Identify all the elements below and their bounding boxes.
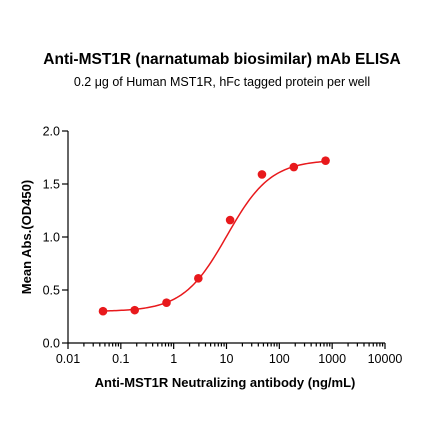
y-tick-label: 2.0 (43, 125, 60, 139)
data-point (98, 306, 108, 316)
chart-title: Anti-MST1R (narnatumab biosimilar) mAb E… (43, 51, 400, 68)
y-axis-ticks: 0.0 0.5 1.0 1.5 2.0 (43, 125, 68, 351)
data-point (225, 215, 235, 225)
chart-subtitle: 0.2 μg of Human MST1R, hFc tagged protei… (74, 75, 370, 89)
y-axis-label: Mean Abs.(OD450) (19, 180, 34, 294)
y-tick-label: 0.0 (43, 337, 60, 351)
y-tick-label: 1.0 (43, 231, 60, 245)
data-point (130, 305, 139, 315)
fit-curve (102, 160, 326, 312)
x-tick-label: 0.01 (56, 352, 80, 366)
x-axis-ticks: 0.01 0.1 1 10 100 1000 10000 (56, 343, 403, 366)
x-tick-label: 100 (269, 352, 290, 366)
data-point (289, 162, 299, 172)
data-point (321, 156, 330, 165)
x-tick-label: 1000 (318, 352, 346, 366)
x-tick-label: 1 (170, 352, 177, 366)
x-axis-label: Anti-MST1R Neutralizing antibody (ng/mL) (95, 375, 356, 390)
data-point (162, 298, 171, 308)
x-tick-label: 0.1 (112, 352, 129, 366)
data-point (257, 170, 267, 179)
data-point (194, 274, 203, 283)
x-tick-label: 10000 (368, 352, 403, 366)
y-tick-label: 1.5 (43, 178, 60, 192)
y-tick-label: 0.5 (43, 284, 60, 298)
data-points (98, 156, 330, 316)
x-tick-label: 10 (220, 352, 234, 366)
